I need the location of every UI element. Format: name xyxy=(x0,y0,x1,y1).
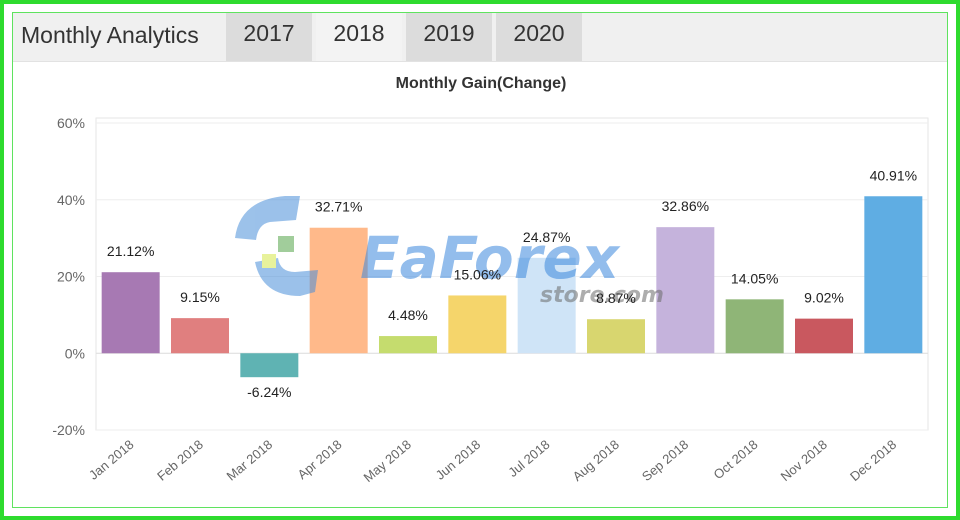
watermark: EaForex store.com xyxy=(235,196,664,308)
bar-may-2018[interactable] xyxy=(379,336,437,354)
x-tick-label: May 2018 xyxy=(361,437,414,485)
x-tick-label: Jul 2018 xyxy=(505,437,552,480)
y-tick-label: -20% xyxy=(52,422,85,438)
bar-mar-2018[interactable] xyxy=(240,353,299,378)
bar-feb-2018[interactable] xyxy=(171,318,229,354)
x-tick-label: Mar 2018 xyxy=(224,437,276,484)
page-title: Monthly Analytics xyxy=(21,22,199,48)
year-tabs: 2017 2018 2019 2020 xyxy=(226,13,586,61)
data-label: 40.91% xyxy=(870,167,917,183)
tab-2017[interactable]: 2017 xyxy=(226,13,312,61)
data-label: 24.87% xyxy=(523,229,570,245)
y-tick-label: 60% xyxy=(57,115,85,131)
bar-apr-2018[interactable] xyxy=(309,227,368,354)
y-tick-label: 20% xyxy=(57,269,85,285)
gridlines xyxy=(96,122,928,431)
bar-jan-2018[interactable] xyxy=(101,272,160,354)
x-tick-label: Jan 2018 xyxy=(86,437,137,483)
tab-2020[interactable]: 2020 xyxy=(496,13,582,61)
x-tick-label: Aug 2018 xyxy=(570,437,622,484)
bar-sep-2018[interactable] xyxy=(656,227,715,354)
bar-oct-2018[interactable] xyxy=(725,299,784,354)
x-tick-label: Dec 2018 xyxy=(847,437,899,484)
watermark-logo-icon xyxy=(235,196,300,240)
data-label: 4.48% xyxy=(388,307,428,323)
data-label: 8.87% xyxy=(596,290,636,306)
x-tick-label: Sep 2018 xyxy=(639,437,691,484)
y-axis-ticks: 60% 40% 20% 0% -20% xyxy=(52,115,85,438)
watermark-plus-icon xyxy=(278,236,294,252)
data-label: 21.12% xyxy=(107,243,154,259)
tab-2019[interactable]: 2019 xyxy=(406,13,492,61)
y-tick-label: 40% xyxy=(57,192,85,208)
bar-dec-2018[interactable] xyxy=(864,196,923,354)
x-tick-label: Apr 2018 xyxy=(295,437,345,482)
bar-jun-2018[interactable] xyxy=(448,295,507,354)
watermark-brand: EaForex xyxy=(360,224,621,292)
x-tick-label: Feb 2018 xyxy=(154,437,206,484)
data-label: 32.71% xyxy=(315,199,362,215)
chart-title: Monthly Gain(Change) xyxy=(396,75,567,92)
bar-aug-2018[interactable] xyxy=(587,319,645,354)
x-tick-label: Jun 2018 xyxy=(433,437,484,483)
bar-jul-2018[interactable] xyxy=(517,257,576,354)
x-tick-label: Oct 2018 xyxy=(711,437,761,482)
data-label: 9.02% xyxy=(804,290,844,306)
bars xyxy=(101,196,923,378)
x-axis-ticks: Jan 2018 Feb 2018 Mar 2018 Apr 2018 May 2018… xyxy=(86,437,899,485)
watermark-domain: store.com xyxy=(540,283,664,308)
tab-2018[interactable]: 2018 xyxy=(316,13,402,61)
data-label: 9.15% xyxy=(180,289,220,305)
y-tick-label: 0% xyxy=(65,345,85,361)
data-label: 32.86% xyxy=(662,198,709,214)
x-tick-label: Nov 2018 xyxy=(778,437,830,484)
data-label: -6.24% xyxy=(247,384,291,400)
data-labels: 21.12% 9.15% -6.24% 32.71% 4.48% 15.06% 24.87%… xyxy=(107,167,917,400)
data-label: 15.06% xyxy=(454,266,501,282)
monthly-gain-chart: Monthly Gain(Change) 60% 40% 20% 0% -20% EaF… xyxy=(52,75,929,485)
header-bar: Monthly Analytics 2017 2018 2019 2020 xyxy=(13,13,947,62)
data-label: 14.05% xyxy=(731,270,778,286)
watermark-square-icon xyxy=(262,254,276,268)
bar-nov-2018[interactable] xyxy=(795,318,853,354)
